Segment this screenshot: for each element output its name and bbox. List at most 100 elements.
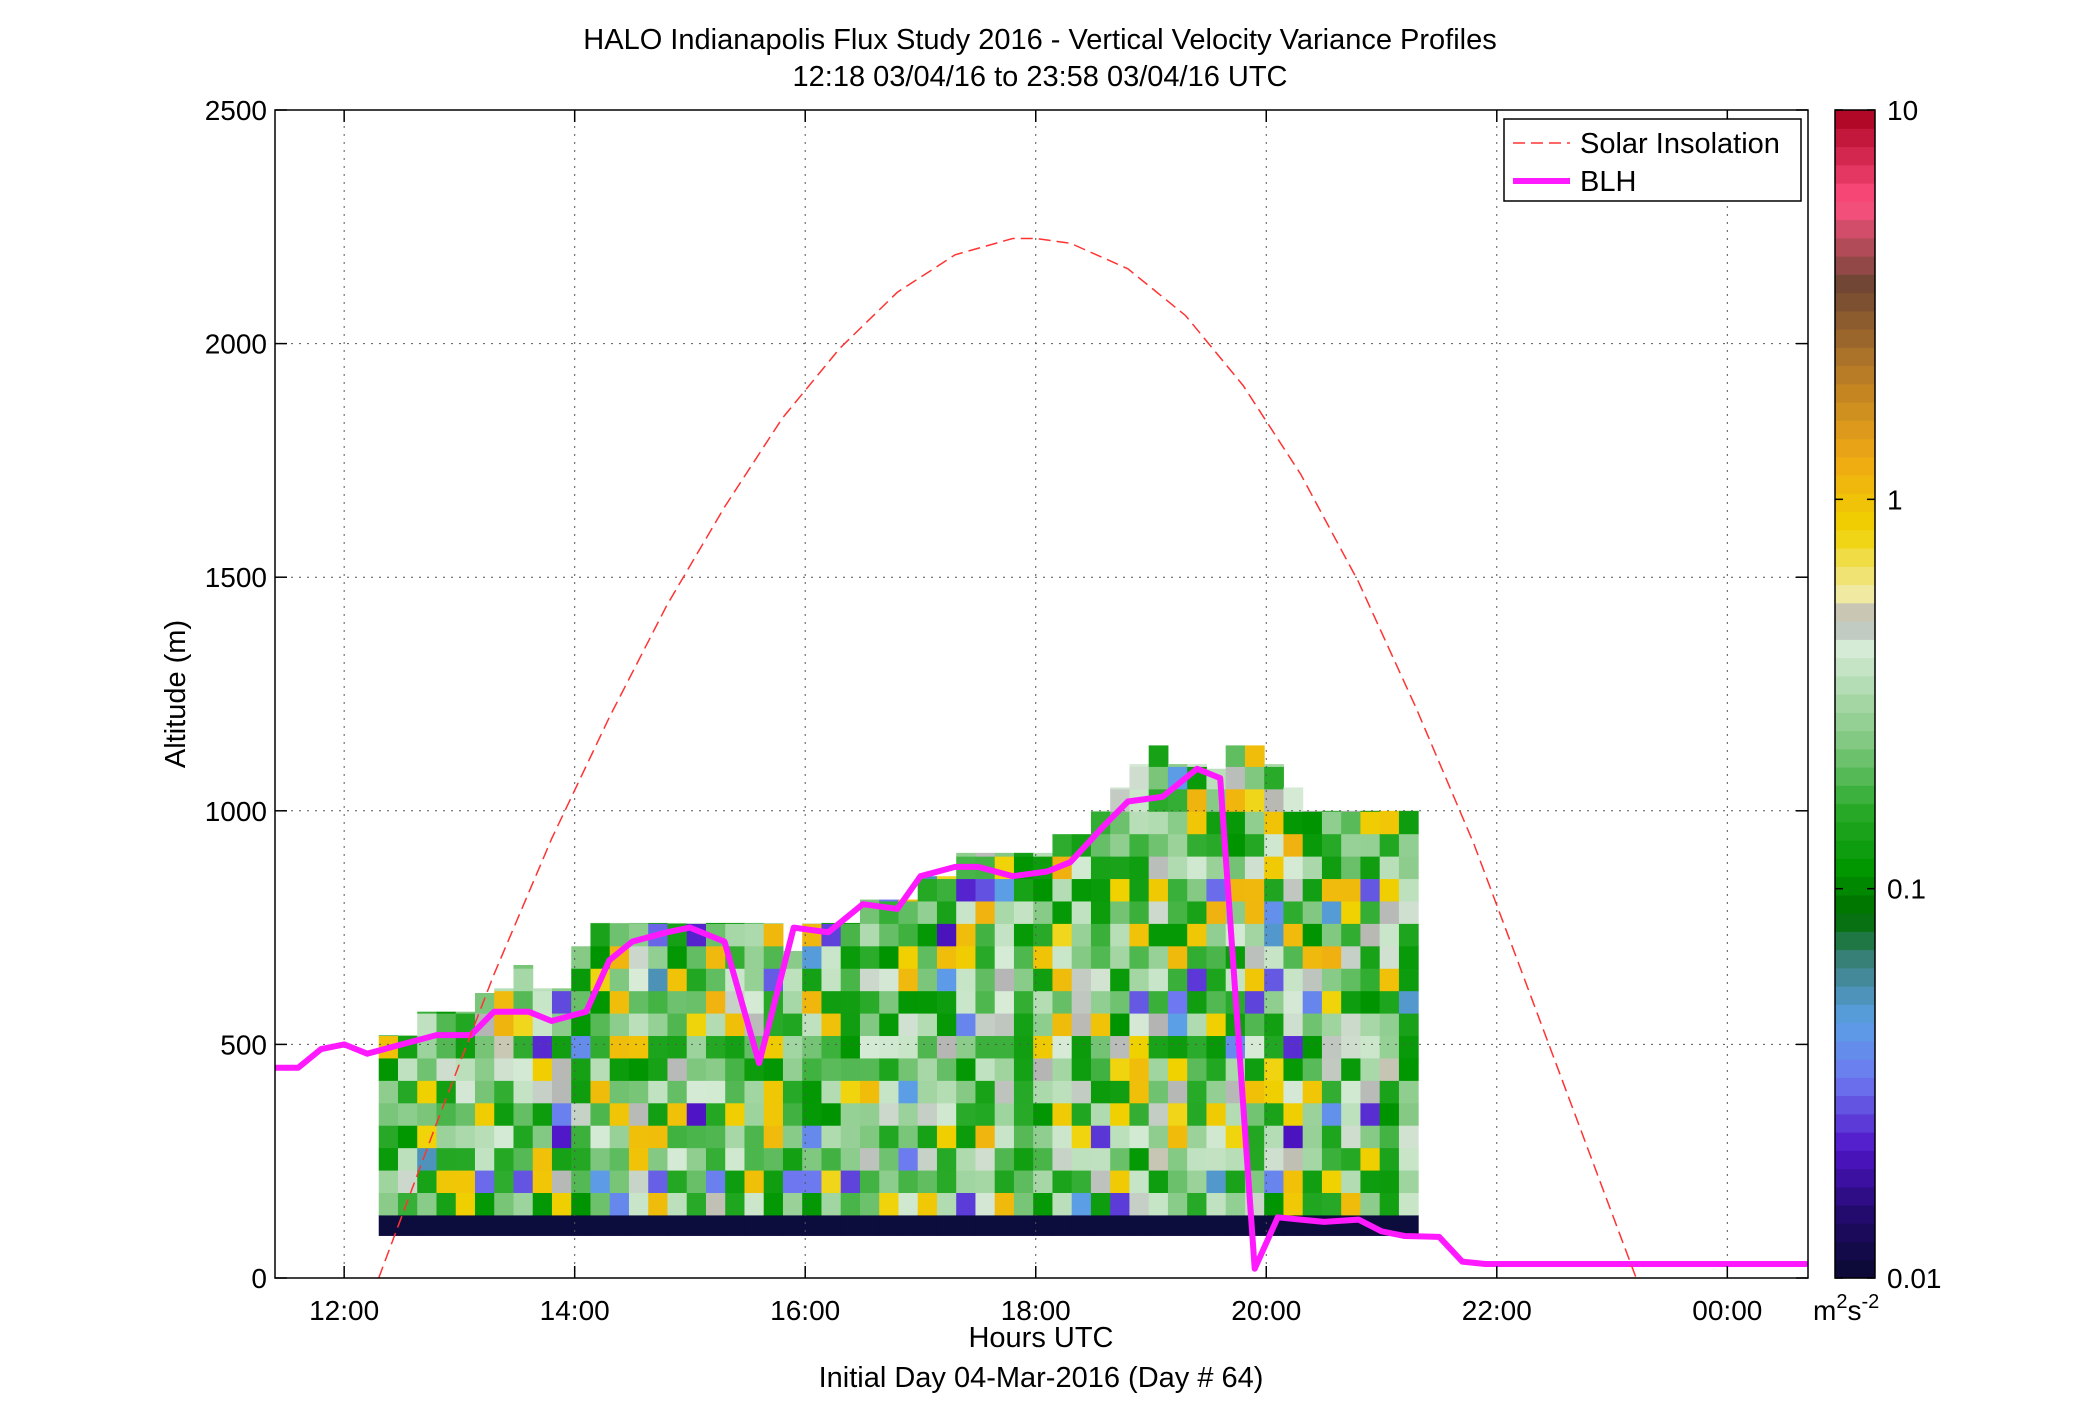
heatmap-cell — [436, 1147, 457, 1171]
heatmap-cell — [1167, 878, 1188, 902]
heatmap-cell — [1341, 1192, 1361, 1216]
heatmap-cell — [1283, 990, 1304, 1014]
heatmap-cell — [840, 1102, 861, 1126]
heatmap-cell — [1013, 1192, 1034, 1216]
heatmap-cell — [1090, 811, 1111, 835]
heatmap-cell — [609, 922, 630, 924]
heatmap-cell — [532, 1147, 553, 1171]
colorbar-band — [1835, 1150, 1875, 1170]
heatmap-cell — [1283, 788, 1304, 812]
colorbar-band — [1835, 511, 1875, 531]
heatmap-cell — [628, 968, 649, 992]
heatmap-cell — [1167, 968, 1188, 992]
heatmap-cell — [532, 1102, 553, 1126]
plot-frame — [274, 109, 1809, 1279]
heatmap-cell — [840, 945, 861, 969]
heatmap-cell — [898, 1080, 919, 1104]
heatmap-cell — [1148, 856, 1169, 880]
colorbar-band — [1835, 438, 1875, 458]
heatmap-cell — [821, 945, 842, 969]
heatmap-cell — [417, 1080, 437, 1104]
colorbar-band — [1835, 365, 1875, 385]
heatmap-cell — [1033, 1192, 1053, 1216]
heatmap-cell — [917, 1192, 938, 1216]
heatmap-cell — [898, 1214, 919, 1236]
heatmap-cell — [1244, 1035, 1265, 1059]
heatmap-cell — [571, 946, 591, 969]
heatmap-cell — [705, 990, 726, 1014]
heatmap-cell — [1090, 878, 1111, 902]
heatmap-cell — [1148, 833, 1169, 857]
heatmap-cell — [1071, 1125, 1092, 1149]
heatmap-cell — [1244, 1013, 1265, 1037]
heatmap-cell — [1302, 1080, 1323, 1104]
heatmap-cell — [879, 1147, 899, 1171]
heatmap-cell — [1167, 1147, 1188, 1171]
heatmap-cell — [840, 1147, 861, 1171]
heatmap-cell — [1283, 856, 1304, 880]
heatmap-cell — [609, 1013, 630, 1037]
heatmap-cell — [667, 1214, 688, 1236]
heatmap-cell — [455, 1147, 476, 1171]
colorbar-band — [1835, 493, 1875, 513]
heatmap-cell — [1129, 1125, 1150, 1149]
heatmap-cell — [609, 923, 630, 947]
x-tick-label: 20:00 — [1231, 1295, 1301, 1326]
x-tick-label: 12:00 — [309, 1295, 379, 1326]
heatmap-cell — [763, 923, 784, 947]
heatmap-cell — [917, 1125, 938, 1149]
heatmap-cell — [1341, 1147, 1361, 1171]
heatmap-cell — [417, 1011, 437, 1014]
heatmap-cell — [686, 1013, 707, 1037]
colorbar-band — [1835, 821, 1875, 841]
heatmap-cell — [609, 1035, 630, 1059]
heatmap-cell — [628, 1057, 649, 1081]
heatmap-cell — [1398, 1125, 1419, 1149]
heatmap-cell — [956, 852, 976, 857]
heatmap-cell — [1013, 1102, 1034, 1126]
heatmap-cell — [975, 968, 996, 992]
heatmap-cell — [1341, 833, 1361, 857]
heatmap-cell — [1148, 1057, 1169, 1081]
heatmap-cell — [436, 1125, 457, 1149]
heatmap-cell — [1283, 1102, 1304, 1126]
heatmap-cell — [397, 1170, 418, 1194]
heatmap-cell — [1379, 856, 1400, 880]
heatmap-cell — [1341, 878, 1361, 902]
heatmap-cell — [994, 1147, 1015, 1171]
heatmap-cell — [705, 1057, 726, 1081]
heatmap-cell — [1110, 856, 1130, 880]
heatmap-cell — [1302, 1192, 1323, 1216]
heatmap-cell — [1398, 833, 1419, 857]
heatmap-cell — [1264, 764, 1284, 767]
heatmap-cell — [744, 1080, 765, 1104]
heatmap-cell — [571, 1035, 591, 1059]
heatmap-cell — [1033, 923, 1053, 947]
colorbar-band — [1835, 986, 1875, 1005]
heatmap-cell — [936, 990, 957, 1014]
heatmap-cell — [975, 1170, 996, 1194]
heatmap-cell — [1052, 1214, 1073, 1236]
heatmap-cell — [667, 922, 688, 924]
heatmap-cell — [1398, 1035, 1419, 1059]
heatmap-cell — [1302, 811, 1323, 835]
heatmap-cell — [417, 1170, 437, 1194]
heatmap-cell — [1379, 1147, 1400, 1171]
heatmap-cell — [1244, 923, 1265, 947]
colorbar-band — [1835, 1040, 1875, 1060]
heatmap-cell — [1302, 1102, 1323, 1126]
colorbar-band — [1835, 219, 1875, 239]
heatmap-cell — [1244, 766, 1265, 790]
heatmap-cell — [994, 1080, 1015, 1104]
heatmap-cell — [782, 1057, 803, 1081]
heatmap-cell — [1360, 1035, 1381, 1059]
heatmap-cell — [1013, 1214, 1034, 1236]
heatmap-cell — [1206, 968, 1227, 992]
heatmap-cell — [1167, 1013, 1188, 1037]
heatmap-cell — [725, 1125, 745, 1149]
heatmap-cell — [782, 1147, 803, 1171]
heatmap-cell — [1264, 878, 1284, 902]
heatmap-cell — [1090, 1080, 1111, 1104]
colorbar-band — [1835, 949, 1875, 969]
heatmap-cell — [994, 923, 1015, 947]
